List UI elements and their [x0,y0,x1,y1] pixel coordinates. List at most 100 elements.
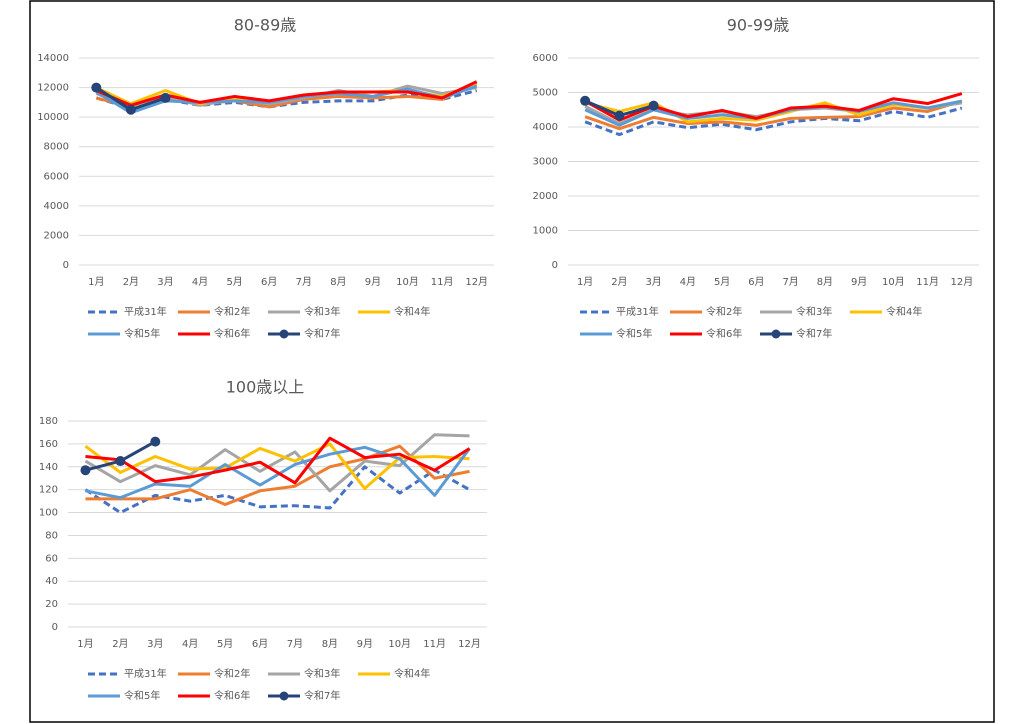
point [80,465,91,476]
y-tick-label: 8000 [44,142,69,153]
x-tick-label: 5月 [714,276,730,288]
y-tick-label: 2000 [533,191,558,202]
legend-label: 令和3年 [304,305,340,318]
legend-label: 令和4年 [394,667,430,680]
x-tick-label: 3月 [157,276,173,288]
x-tick-label: 4月 [192,276,208,288]
x-tick-label: 3月 [645,276,661,288]
x-tick-label: 1月 [577,276,593,288]
y-tick-label: 6000 [533,53,558,64]
legend-label: 令和6年 [214,327,250,340]
legend-marker [279,691,289,701]
x-tick-label: 8月 [330,276,346,288]
x-tick-label: 7月 [296,276,312,288]
y-tick-label: 12000 [37,83,69,94]
point [115,456,126,467]
chart-title: 100歳以上 [226,378,305,397]
legend-label: 令和2年 [214,667,250,680]
y-tick-label: 0 [52,622,58,633]
x-tick-label: 11月 [916,276,939,288]
y-tick-label: 180 [39,416,58,427]
series-line [584,99,963,131]
x-tick-label: 9月 [365,276,381,288]
legend-label: 令和4年 [394,305,430,318]
y-tick-label: 80 [45,530,58,541]
legend-label: 令和5年 [124,689,160,702]
point [160,92,171,103]
x-tick-label: 6月 [252,638,268,650]
legend-label: 令和7年 [304,327,340,340]
x-tick-label: 1月 [88,276,104,288]
legend-label: 令和2年 [214,305,250,318]
x-tick-label: 9月 [357,638,373,650]
legend-label: 令和6年 [706,327,742,340]
series-line [95,80,478,107]
legend-label: 令和7年 [796,327,832,340]
x-tick-label: 5月 [226,276,242,288]
series-line [85,436,471,485]
series-line [85,444,470,507]
series-line [584,106,963,137]
y-tick-label: 2000 [44,230,69,241]
y-tick-label: 140 [39,462,58,473]
y-tick-label: 40 [45,576,58,587]
x-tick-label: 12月 [458,638,481,650]
point [580,95,591,106]
legend-label: 令和5年 [616,327,652,340]
y-tick-label: 0 [63,260,69,271]
y-tick-label: 3000 [533,157,558,168]
legend-label: 令和4年 [886,305,922,318]
series-line [85,445,471,500]
y-tick-label: 5000 [533,88,558,99]
point [125,104,136,115]
x-tick-label: 1月 [77,638,93,650]
legend-marker [279,329,289,339]
x-tick-label: 12月 [951,276,974,288]
y-tick-label: 4000 [533,122,558,133]
legend-marker [771,329,781,339]
y-tick-label: 6000 [44,171,69,182]
legend-label: 令和3年 [304,667,340,680]
y-tick-label: 120 [39,485,58,496]
x-tick-label: 11月 [431,276,454,288]
x-tick-label: 12月 [465,276,488,288]
x-tick-label: 2月 [112,638,128,650]
x-tick-label: 9月 [851,276,867,288]
y-tick-label: 4000 [44,201,69,212]
x-tick-label: 2月 [123,276,139,288]
x-tick-label: 7月 [287,638,303,650]
legend-label: 令和5年 [124,327,160,340]
x-tick-label: 10月 [396,276,419,288]
legend-label: 令和7年 [304,689,340,702]
y-tick-label: 20 [45,599,58,610]
x-tick-label: 8月 [817,276,833,288]
x-tick-label: 10月 [388,638,411,650]
x-tick-label: 5月 [217,638,233,650]
x-tick-label: 7月 [782,276,798,288]
point [91,82,102,93]
frame [29,0,995,723]
x-tick-label: 10月 [882,276,905,288]
y-tick-label: 60 [45,553,58,564]
x-tick-label: 11月 [423,638,446,650]
legend-label: 平成31年 [124,305,167,318]
chart-title: 90-99歳 [727,16,790,35]
x-tick-label: 6月 [748,276,764,288]
y-tick-label: 14000 [37,53,69,64]
legend-label: 令和2年 [706,305,742,318]
x-tick-label: 3月 [147,638,163,650]
x-tick-label: 8月 [322,638,338,650]
legend-label: 令和3年 [796,305,832,318]
y-tick-label: 10000 [37,112,69,123]
x-tick-label: 4月 [182,638,198,650]
point [648,100,659,111]
y-tick-label: 100 [39,508,58,519]
x-tick-label: 2月 [611,276,627,288]
legend-label: 令和6年 [214,689,250,702]
y-tick-label: 160 [39,439,58,450]
x-tick-label: 4月 [680,276,696,288]
x-tick-label: 6月 [261,276,277,288]
series-line [84,433,470,493]
legend-label: 平成31年 [616,305,659,318]
